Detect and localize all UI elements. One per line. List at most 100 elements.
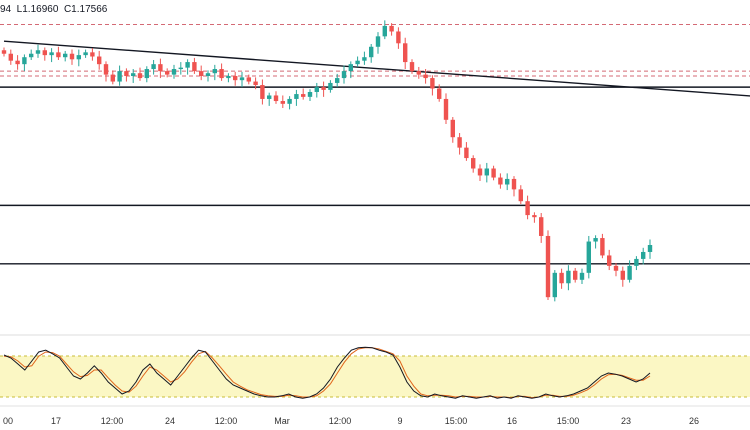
candle[interactable] [233, 71, 238, 86]
candle[interactable] [464, 142, 469, 161]
candle[interactable] [362, 51, 367, 65]
candle[interactable] [341, 65, 347, 84]
candle[interactable] [416, 66, 421, 79]
candle[interactable] [552, 270, 557, 302]
candle[interactable] [287, 96, 292, 110]
candle[interactable] [471, 155, 476, 173]
candle[interactable] [239, 71, 245, 88]
candle[interactable] [29, 49, 34, 60]
candle[interactable] [511, 176, 517, 197]
candle[interactable] [579, 268, 585, 284]
candle[interactable] [69, 49, 75, 65]
candle[interactable] [641, 247, 646, 265]
candle[interactable] [321, 81, 326, 97]
candle[interactable] [260, 79, 265, 105]
candle[interactable] [613, 263, 619, 277]
candle[interactable] [498, 173, 503, 189]
candle[interactable] [144, 66, 149, 83]
candle[interactable] [437, 84, 442, 102]
candle[interactable] [607, 249, 612, 271]
candle[interactable] [525, 195, 530, 220]
candle[interactable] [505, 173, 510, 191]
candle[interactable] [131, 69, 136, 83]
candle[interactable] [450, 117, 455, 143]
candle[interactable] [15, 55, 20, 70]
candle-body [69, 53, 75, 60]
candle[interactable] [375, 32, 381, 54]
candle[interactable] [253, 77, 258, 90]
candle[interactable] [647, 239, 653, 259]
candle[interactable] [328, 80, 333, 93]
candle[interactable] [389, 23, 394, 36]
candle[interactable] [532, 212, 537, 223]
candle-body [593, 238, 598, 242]
candle[interactable] [8, 49, 13, 65]
candle[interactable] [573, 267, 578, 283]
candle[interactable] [294, 89, 299, 106]
candle[interactable] [477, 164, 483, 182]
candle[interactable] [267, 92, 272, 106]
candle[interactable] [301, 88, 306, 100]
candle[interactable] [124, 68, 129, 82]
candle[interactable] [1, 47, 7, 57]
candle[interactable] [171, 64, 177, 79]
candle[interactable] [165, 68, 170, 78]
candle[interactable] [443, 93, 449, 124]
candle[interactable] [593, 235, 598, 249]
candle[interactable] [185, 59, 190, 75]
candle[interactable] [103, 61, 109, 82]
candle[interactable] [348, 61, 353, 79]
candle[interactable] [545, 230, 551, 300]
candle[interactable] [83, 49, 88, 58]
candle[interactable] [158, 58, 163, 79]
candle[interactable] [22, 54, 27, 72]
candle[interactable] [600, 233, 605, 259]
candle[interactable] [97, 50, 102, 70]
candle[interactable] [566, 265, 571, 291]
candle[interactable] [117, 65, 122, 86]
candle[interactable] [518, 185, 523, 204]
candle[interactable] [246, 74, 251, 85]
candle[interactable] [307, 89, 313, 102]
candle[interactable] [620, 266, 625, 287]
candle[interactable] [151, 59, 156, 75]
candle[interactable] [137, 67, 143, 81]
candle[interactable] [314, 82, 319, 98]
candle[interactable] [192, 57, 197, 74]
candle[interactable] [491, 165, 496, 181]
candle[interactable] [484, 162, 489, 183]
candle[interactable] [430, 75, 435, 96]
candle[interactable] [35, 44, 41, 58]
candle[interactable] [76, 49, 81, 67]
candle[interactable] [273, 91, 279, 104]
candle[interactable] [409, 59, 415, 74]
candle[interactable] [49, 48, 54, 63]
candle[interactable] [212, 64, 217, 81]
candle[interactable] [56, 46, 61, 60]
candle[interactable] [42, 47, 47, 61]
candle[interactable] [178, 62, 183, 75]
candle[interactable] [369, 43, 374, 63]
candle[interactable] [110, 70, 115, 85]
candle-body [280, 101, 285, 104]
candle[interactable] [226, 73, 231, 83]
candle[interactable] [382, 20, 387, 40]
candle[interactable] [355, 56, 360, 67]
candle[interactable] [205, 70, 211, 82]
candle[interactable] [90, 48, 95, 61]
candle[interactable] [423, 69, 428, 84]
candle[interactable] [457, 133, 462, 155]
candle[interactable] [559, 268, 564, 289]
candle[interactable] [396, 27, 401, 49]
candle[interactable] [403, 37, 408, 70]
candle[interactable] [634, 256, 639, 271]
candle[interactable] [627, 260, 632, 283]
candle[interactable] [63, 50, 68, 62]
candle[interactable] [335, 73, 340, 88]
candle[interactable] [199, 65, 204, 81]
candle[interactable] [280, 95, 285, 108]
candle[interactable] [539, 213, 544, 243]
candle[interactable] [586, 235, 591, 279]
candle[interactable] [219, 63, 224, 81]
